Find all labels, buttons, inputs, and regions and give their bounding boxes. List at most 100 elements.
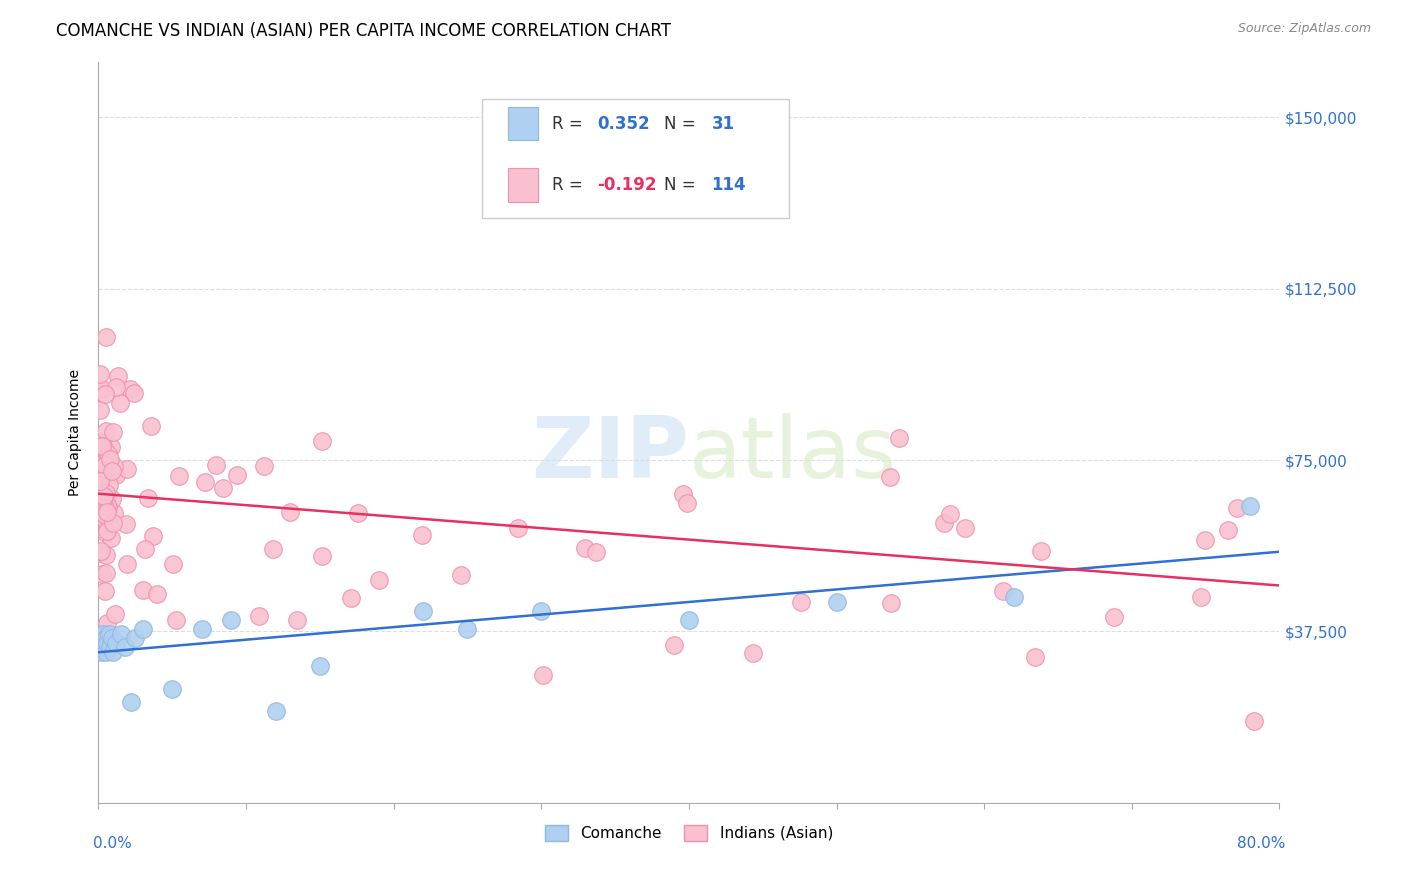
Point	[90, 506, 112, 520]
FancyBboxPatch shape	[482, 99, 789, 218]
Point	[91, 566, 114, 581]
Point	[115, 517, 138, 532]
Point	[676, 496, 699, 510]
Point	[457, 622, 479, 636]
Point	[89, 640, 111, 655]
Y-axis label: Per Capita Income: Per Capita Income	[69, 369, 83, 496]
Point	[90, 382, 112, 396]
Point	[716, 188, 738, 202]
Point	[264, 705, 287, 719]
Point	[253, 458, 276, 473]
Point	[368, 574, 391, 588]
Point	[122, 386, 145, 401]
Point	[97, 626, 120, 640]
Point	[91, 510, 114, 524]
Point	[347, 506, 370, 520]
Point	[211, 482, 233, 496]
Point	[194, 475, 217, 490]
Point	[91, 439, 114, 453]
Point	[94, 387, 117, 401]
Text: 0.0%: 0.0%	[93, 836, 131, 851]
Point	[101, 465, 124, 479]
Point	[879, 470, 901, 484]
Point	[93, 489, 115, 503]
Text: R =: R =	[553, 114, 588, 133]
Point	[136, 491, 159, 506]
Text: 0.352: 0.352	[596, 114, 650, 133]
Point	[247, 608, 270, 623]
Point	[115, 557, 138, 571]
Point	[530, 604, 553, 618]
Point	[94, 494, 117, 508]
Point	[585, 545, 607, 559]
Point	[167, 469, 190, 483]
Point	[89, 475, 111, 489]
Point	[98, 451, 121, 466]
Point	[1226, 500, 1249, 515]
Point	[94, 330, 117, 344]
Point	[94, 632, 117, 646]
Point	[96, 549, 118, 563]
Point	[91, 636, 114, 650]
Point	[89, 504, 111, 518]
Point	[142, 528, 165, 542]
Point	[664, 639, 686, 653]
Point	[108, 396, 131, 410]
Point	[98, 477, 121, 491]
Point	[98, 640, 121, 655]
Point	[97, 447, 120, 461]
Point	[1104, 610, 1126, 624]
Point	[226, 468, 249, 483]
Point	[100, 440, 122, 454]
Point	[411, 528, 433, 542]
Point	[118, 383, 141, 397]
Point	[90, 645, 112, 659]
Point	[1002, 590, 1025, 604]
Point	[89, 434, 111, 449]
Point	[97, 500, 120, 514]
Text: atlas: atlas	[689, 413, 897, 496]
Point	[165, 613, 187, 627]
Point	[132, 583, 155, 598]
Text: N =: N =	[664, 176, 702, 194]
Point	[221, 613, 243, 627]
Point	[90, 457, 112, 471]
Point	[205, 458, 228, 472]
Point	[285, 613, 308, 627]
Point	[107, 368, 129, 383]
Point	[94, 458, 117, 473]
Point	[89, 478, 111, 492]
Point	[105, 467, 128, 482]
Point	[100, 632, 122, 646]
Point	[953, 521, 976, 535]
Text: 31: 31	[711, 114, 734, 133]
Point	[103, 506, 125, 520]
Point	[991, 583, 1014, 598]
Point	[105, 636, 128, 650]
Text: 80.0%: 80.0%	[1237, 836, 1285, 851]
Point	[1239, 499, 1261, 513]
Text: -0.192: -0.192	[596, 176, 657, 194]
Point	[262, 542, 284, 557]
Point	[672, 487, 695, 501]
Point	[790, 595, 813, 609]
Point	[100, 531, 122, 545]
Point	[880, 596, 903, 610]
Point	[887, 431, 910, 445]
Point	[139, 419, 162, 434]
FancyBboxPatch shape	[508, 107, 537, 140]
Point	[450, 568, 472, 582]
Point	[96, 498, 118, 512]
Point	[114, 640, 136, 655]
Point	[94, 566, 117, 580]
Point	[93, 640, 115, 655]
Point	[90, 632, 112, 646]
Point	[132, 622, 155, 636]
FancyBboxPatch shape	[508, 169, 537, 202]
Point	[124, 632, 146, 646]
Text: 114: 114	[711, 176, 747, 194]
Point	[89, 546, 111, 560]
Point	[103, 645, 125, 659]
Point	[278, 505, 301, 519]
Point	[94, 486, 117, 500]
